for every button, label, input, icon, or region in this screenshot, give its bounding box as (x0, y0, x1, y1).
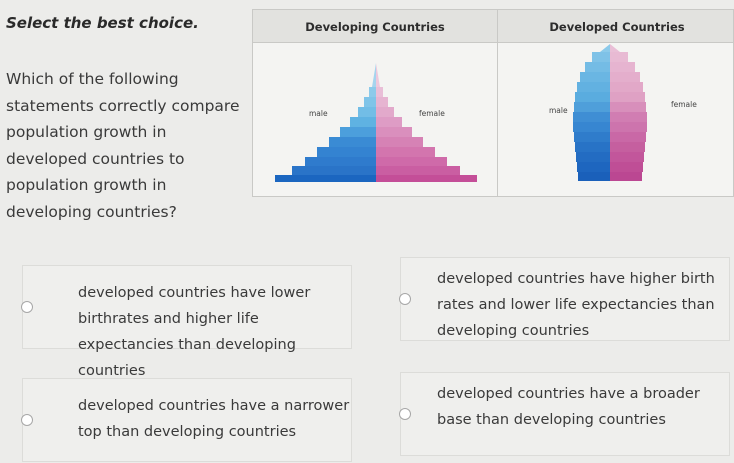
male-bar (576, 152, 610, 162)
female-bar (610, 44, 620, 52)
male-bar (585, 62, 610, 72)
female-bar (610, 132, 646, 142)
female-bar (376, 175, 477, 182)
male-bar (577, 162, 610, 172)
radio-button-d[interactable] (399, 408, 411, 420)
male-bar (275, 175, 376, 182)
female-bar (376, 107, 394, 117)
male-bar (369, 87, 376, 97)
female-bar (610, 92, 645, 102)
developed-countries-header: Developed Countries (549, 20, 685, 34)
male-bar (578, 172, 610, 181)
developing-male-label: male (309, 109, 328, 118)
female-bar (610, 122, 647, 132)
instruction-text: Select the best choice. (6, 14, 199, 32)
developed-countries-pyramid: male female (499, 43, 734, 196)
radio-button-b[interactable] (399, 293, 411, 305)
female-bar (376, 63, 380, 87)
male-bar (340, 127, 376, 137)
answer-choice-b[interactable]: developed countries have higher birth ra… (399, 257, 730, 341)
male-bar (317, 147, 376, 157)
answer-choice-a[interactable]: developed countries have lower birthrate… (21, 265, 352, 379)
female-bar (610, 102, 646, 112)
developing-pyramid-svg: male female (275, 63, 477, 182)
answer-choice-a-text: developed countries have lower birthrate… (78, 285, 311, 379)
female-bar (610, 52, 628, 62)
male-bar (574, 132, 610, 142)
male-bar (350, 117, 376, 127)
female-bar (376, 157, 447, 166)
male-bar (372, 63, 376, 87)
male-bar (573, 122, 610, 132)
female-bar (610, 72, 640, 82)
developing-female-label: female (419, 109, 445, 118)
female-bar (610, 142, 645, 152)
female-bar (376, 97, 388, 107)
male-bar (600, 44, 610, 52)
answer-choice-d-text: developed countries have a broader base … (437, 386, 700, 428)
female-bar (376, 166, 460, 175)
female-bar (376, 127, 412, 137)
female-bar (376, 147, 435, 157)
female-bar (376, 117, 402, 127)
male-bar (364, 97, 376, 107)
male-bar (575, 92, 610, 102)
male-bar (329, 137, 376, 147)
answer-choice-d[interactable]: developed countries have a broader base … (399, 372, 730, 456)
female-bar (610, 152, 644, 162)
female-bar (376, 137, 423, 147)
developed-male-label: male (549, 106, 568, 115)
male-bar (358, 107, 376, 117)
developing-male-bars (275, 63, 376, 182)
male-bar (292, 166, 376, 175)
radio-button-c[interactable] (21, 414, 33, 426)
female-bar (610, 162, 643, 172)
developed-female-bars (610, 44, 647, 181)
female-bar (610, 62, 635, 72)
population-pyramid-table: Developing Countries Developed Countries (252, 9, 734, 197)
answer-choice-c[interactable]: developed countries have a narrower top … (21, 378, 352, 462)
male-bar (575, 142, 610, 152)
column-divider (497, 10, 498, 196)
female-bar (376, 87, 383, 97)
male-bar (305, 157, 376, 166)
answer-choice-b-text: developed countries have higher birth ra… (437, 271, 715, 339)
table-header: Developing Countries Developed Countries (253, 10, 733, 43)
developing-female-bars (376, 63, 477, 182)
female-bar (610, 172, 642, 181)
female-bar (610, 82, 643, 92)
male-bar (592, 52, 610, 62)
developing-countries-header: Developing Countries (305, 20, 445, 34)
radio-button-a[interactable] (21, 301, 33, 313)
developed-male-bars (573, 44, 610, 181)
male-bar (573, 112, 610, 122)
female-bar (610, 112, 647, 122)
developed-pyramid-svg: male female (549, 44, 697, 181)
developing-countries-pyramid: male female (253, 43, 497, 196)
question-text: Which of the following statements correc… (6, 70, 240, 221)
developed-female-label: female (671, 100, 697, 109)
male-bar (577, 82, 610, 92)
male-bar (580, 72, 610, 82)
answer-choice-c-text: developed countries have a narrower top … (78, 398, 350, 440)
male-bar (574, 102, 610, 112)
